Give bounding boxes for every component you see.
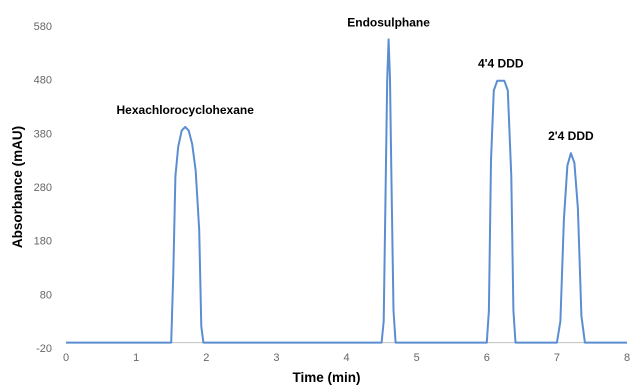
y-tick-label: 80 — [40, 289, 52, 301]
x-axis-title: Time (min) — [292, 370, 360, 385]
peak-label: Hexachlorocyclohexane — [117, 103, 255, 117]
x-tick-label: 7 — [554, 352, 560, 364]
x-tick-label: 4 — [343, 352, 349, 364]
peak-labels: Hexachlorocyclohexane Endosulphane 4'4 DDD… — [117, 15, 594, 143]
x-tick-label: 5 — [414, 352, 420, 364]
x-tick-label: 6 — [484, 352, 490, 364]
y-tick-label: 480 — [34, 75, 52, 87]
x-tick-label: 8 — [624, 352, 630, 364]
x-tick-labels: 0 1 2 3 4 5 6 7 8 — [63, 352, 630, 364]
y-axis-title: Absorbance (mAU) — [10, 126, 25, 248]
x-tick-label: 0 — [63, 352, 69, 364]
y-tick-label: 280 — [34, 182, 52, 194]
peak-label: 4'4 DDD — [478, 57, 524, 71]
y-tick-label: 580 — [34, 21, 52, 33]
y-tick-labels: -20 80 180 280 380 480 580 — [34, 21, 52, 355]
peak-label: 2'4 DDD — [548, 129, 594, 143]
x-tick-label: 2 — [203, 352, 209, 364]
peak-label: Endosulphane — [347, 15, 430, 29]
y-tick-label: 380 — [34, 128, 52, 140]
x-tick-label: 3 — [273, 352, 279, 364]
y-tick-label: 180 — [34, 236, 52, 248]
series-line — [66, 38, 627, 344]
y-tick-label: -20 — [36, 343, 52, 355]
x-tick-label: 1 — [133, 352, 139, 364]
